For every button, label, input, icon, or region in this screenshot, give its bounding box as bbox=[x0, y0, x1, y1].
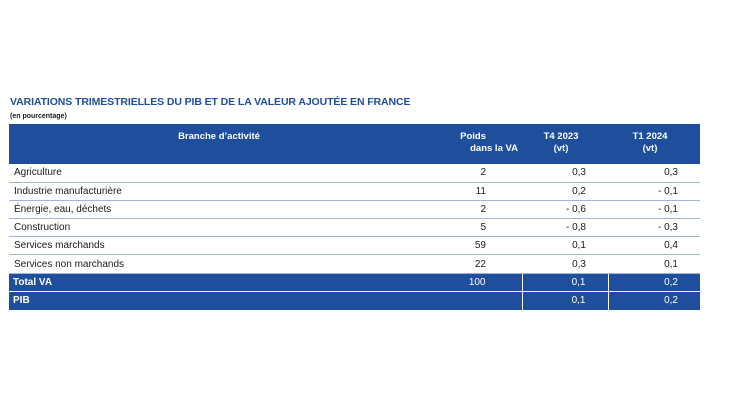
row-label: Industrie manufacturière bbox=[9, 182, 429, 201]
row-poids: 22 bbox=[429, 254, 522, 274]
row-label: Énergie, eau, déchets bbox=[9, 200, 429, 220]
gdp-table: Branche d’activité Poids dans la VA T4 2… bbox=[9, 124, 700, 311]
total-label: Total VA bbox=[9, 273, 429, 293]
total-t1: 0,2 bbox=[607, 273, 700, 293]
row-label: Services marchands bbox=[9, 236, 429, 256]
table-row: Énergie, eau, déchets 2 - 0,6 - 0,1 bbox=[9, 200, 700, 220]
total-va-row: Total VA 100 0,1 0,2 bbox=[9, 273, 700, 293]
row-t1: - 0,3 bbox=[608, 218, 700, 238]
table-row: Construction 5 - 0,8 - 0,3 bbox=[9, 218, 700, 238]
table-row: Services marchands 59 0,1 0,4 bbox=[9, 236, 700, 256]
row-t1: 0,3 bbox=[608, 164, 700, 183]
header-branche: Branche d’activité bbox=[178, 131, 260, 142]
row-label: Construction bbox=[9, 218, 429, 238]
total-poids: 100 bbox=[429, 273, 522, 293]
table-row: Industrie manufacturière 11 0,2 - 0,1 bbox=[9, 182, 700, 201]
row-t4: 0,3 bbox=[522, 164, 608, 183]
row-t4: - 0,8 bbox=[522, 218, 608, 238]
header-t1: T1 2024 (vt) bbox=[632, 131, 668, 154]
row-t1: 0,4 bbox=[608, 236, 700, 256]
row-label: Services non marchands bbox=[9, 254, 429, 274]
row-t4: - 0,6 bbox=[522, 200, 608, 220]
row-t1: 0,1 bbox=[608, 254, 700, 274]
pib-t1: 0,2 bbox=[607, 291, 700, 311]
pib-t4: 0,1 bbox=[521, 291, 608, 311]
row-poids: 5 bbox=[429, 218, 522, 238]
row-t4: 0,1 bbox=[522, 236, 608, 256]
row-poids: 11 bbox=[429, 182, 522, 201]
row-poids: 2 bbox=[429, 200, 522, 220]
table-row: Agriculture 2 0,3 0,3 bbox=[9, 164, 700, 183]
row-label: Agriculture bbox=[9, 164, 429, 183]
row-t1: - 0,1 bbox=[608, 200, 700, 220]
row-t4: 0,3 bbox=[522, 254, 608, 274]
table-row: Services non marchands 22 0,3 0,1 bbox=[9, 254, 700, 274]
pib-label: PIB bbox=[9, 291, 429, 311]
row-poids: 59 bbox=[429, 236, 522, 256]
header-t4: T4 2023 (vt) bbox=[543, 131, 579, 154]
row-poids: 2 bbox=[429, 164, 522, 183]
header-row: Branche d’activité Poids dans la VA T4 2… bbox=[9, 124, 700, 164]
header-poids: Poids dans la VA bbox=[460, 131, 518, 154]
table-title: VARIATIONS TRIMESTRIELLES DU PIB ET DE L… bbox=[10, 96, 411, 108]
pib-row: PIB 0,1 0,2 bbox=[9, 291, 700, 311]
row-t4: 0,2 bbox=[522, 182, 608, 201]
row-t1: - 0,1 bbox=[608, 182, 700, 201]
total-t4: 0,1 bbox=[521, 273, 608, 293]
pib-poids bbox=[429, 291, 522, 311]
table-subtitle: (en pourcentage) bbox=[10, 113, 67, 120]
